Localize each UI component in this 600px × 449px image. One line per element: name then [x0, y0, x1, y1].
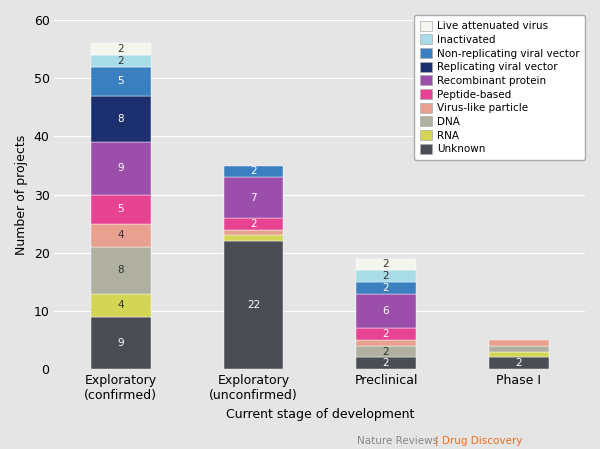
- Text: 9: 9: [118, 163, 124, 173]
- Bar: [91, 247, 151, 294]
- Bar: [356, 357, 416, 369]
- Legend: Live attenuated virus, Inactivated, Non-replicating viral vector, Replicating vi: Live attenuated virus, Inactivated, Non-…: [415, 15, 585, 160]
- Bar: [224, 241, 283, 369]
- Bar: [224, 229, 283, 235]
- Bar: [489, 352, 548, 357]
- Text: | Drug Discovery: | Drug Discovery: [435, 436, 523, 446]
- Bar: [91, 44, 151, 55]
- Bar: [224, 218, 283, 229]
- Text: 2: 2: [383, 271, 389, 281]
- Text: 2: 2: [383, 283, 389, 293]
- Bar: [91, 67, 151, 96]
- Text: 2: 2: [250, 167, 257, 176]
- Bar: [356, 282, 416, 294]
- Text: 5: 5: [118, 76, 124, 86]
- Bar: [489, 357, 548, 369]
- Text: 2: 2: [383, 347, 389, 357]
- Bar: [356, 282, 416, 294]
- Bar: [91, 96, 151, 142]
- Text: 2: 2: [515, 358, 522, 368]
- Bar: [91, 55, 151, 67]
- Bar: [91, 194, 151, 224]
- Bar: [224, 177, 283, 218]
- Bar: [356, 346, 416, 357]
- Bar: [91, 294, 151, 317]
- Bar: [91, 294, 151, 317]
- X-axis label: Current stage of development: Current stage of development: [226, 408, 414, 421]
- Bar: [356, 328, 416, 340]
- Text: Nature Reviews: Nature Reviews: [357, 436, 438, 445]
- Text: 2: 2: [383, 329, 389, 339]
- Bar: [91, 55, 151, 67]
- Bar: [489, 340, 548, 346]
- Bar: [91, 247, 151, 294]
- Bar: [224, 166, 283, 177]
- Bar: [91, 194, 151, 224]
- Bar: [91, 224, 151, 247]
- Text: 22: 22: [247, 300, 260, 310]
- Text: 8: 8: [118, 114, 124, 124]
- Text: 9: 9: [118, 338, 124, 348]
- Bar: [356, 270, 416, 282]
- Bar: [91, 96, 151, 142]
- Bar: [356, 294, 416, 328]
- Bar: [91, 67, 151, 96]
- Text: 8: 8: [118, 265, 124, 275]
- Bar: [489, 340, 548, 346]
- Bar: [224, 235, 283, 241]
- Text: 5: 5: [118, 204, 124, 214]
- Text: 4: 4: [118, 230, 124, 240]
- Bar: [91, 224, 151, 247]
- Bar: [489, 346, 548, 352]
- Bar: [356, 259, 416, 270]
- Bar: [224, 235, 283, 241]
- Bar: [489, 352, 548, 357]
- Bar: [224, 218, 283, 229]
- Text: 2: 2: [383, 260, 389, 269]
- Y-axis label: Number of projects: Number of projects: [15, 135, 28, 255]
- Bar: [91, 317, 151, 369]
- Bar: [224, 166, 283, 177]
- Bar: [356, 340, 416, 346]
- Text: 7: 7: [250, 193, 257, 202]
- Bar: [356, 259, 416, 270]
- Bar: [356, 357, 416, 369]
- Text: 2: 2: [118, 44, 124, 54]
- Bar: [91, 317, 151, 369]
- Bar: [356, 270, 416, 282]
- Text: 2: 2: [118, 56, 124, 66]
- Bar: [489, 357, 548, 369]
- Bar: [91, 44, 151, 55]
- Bar: [224, 241, 283, 369]
- Text: 6: 6: [383, 306, 389, 316]
- Bar: [224, 177, 283, 218]
- Bar: [91, 142, 151, 194]
- Bar: [489, 346, 548, 352]
- Bar: [356, 340, 416, 346]
- Bar: [356, 328, 416, 340]
- Bar: [356, 346, 416, 357]
- Bar: [356, 294, 416, 328]
- Text: 4: 4: [118, 300, 124, 310]
- Text: 2: 2: [383, 358, 389, 368]
- Text: 2: 2: [250, 219, 257, 229]
- Bar: [91, 142, 151, 194]
- Bar: [224, 229, 283, 235]
